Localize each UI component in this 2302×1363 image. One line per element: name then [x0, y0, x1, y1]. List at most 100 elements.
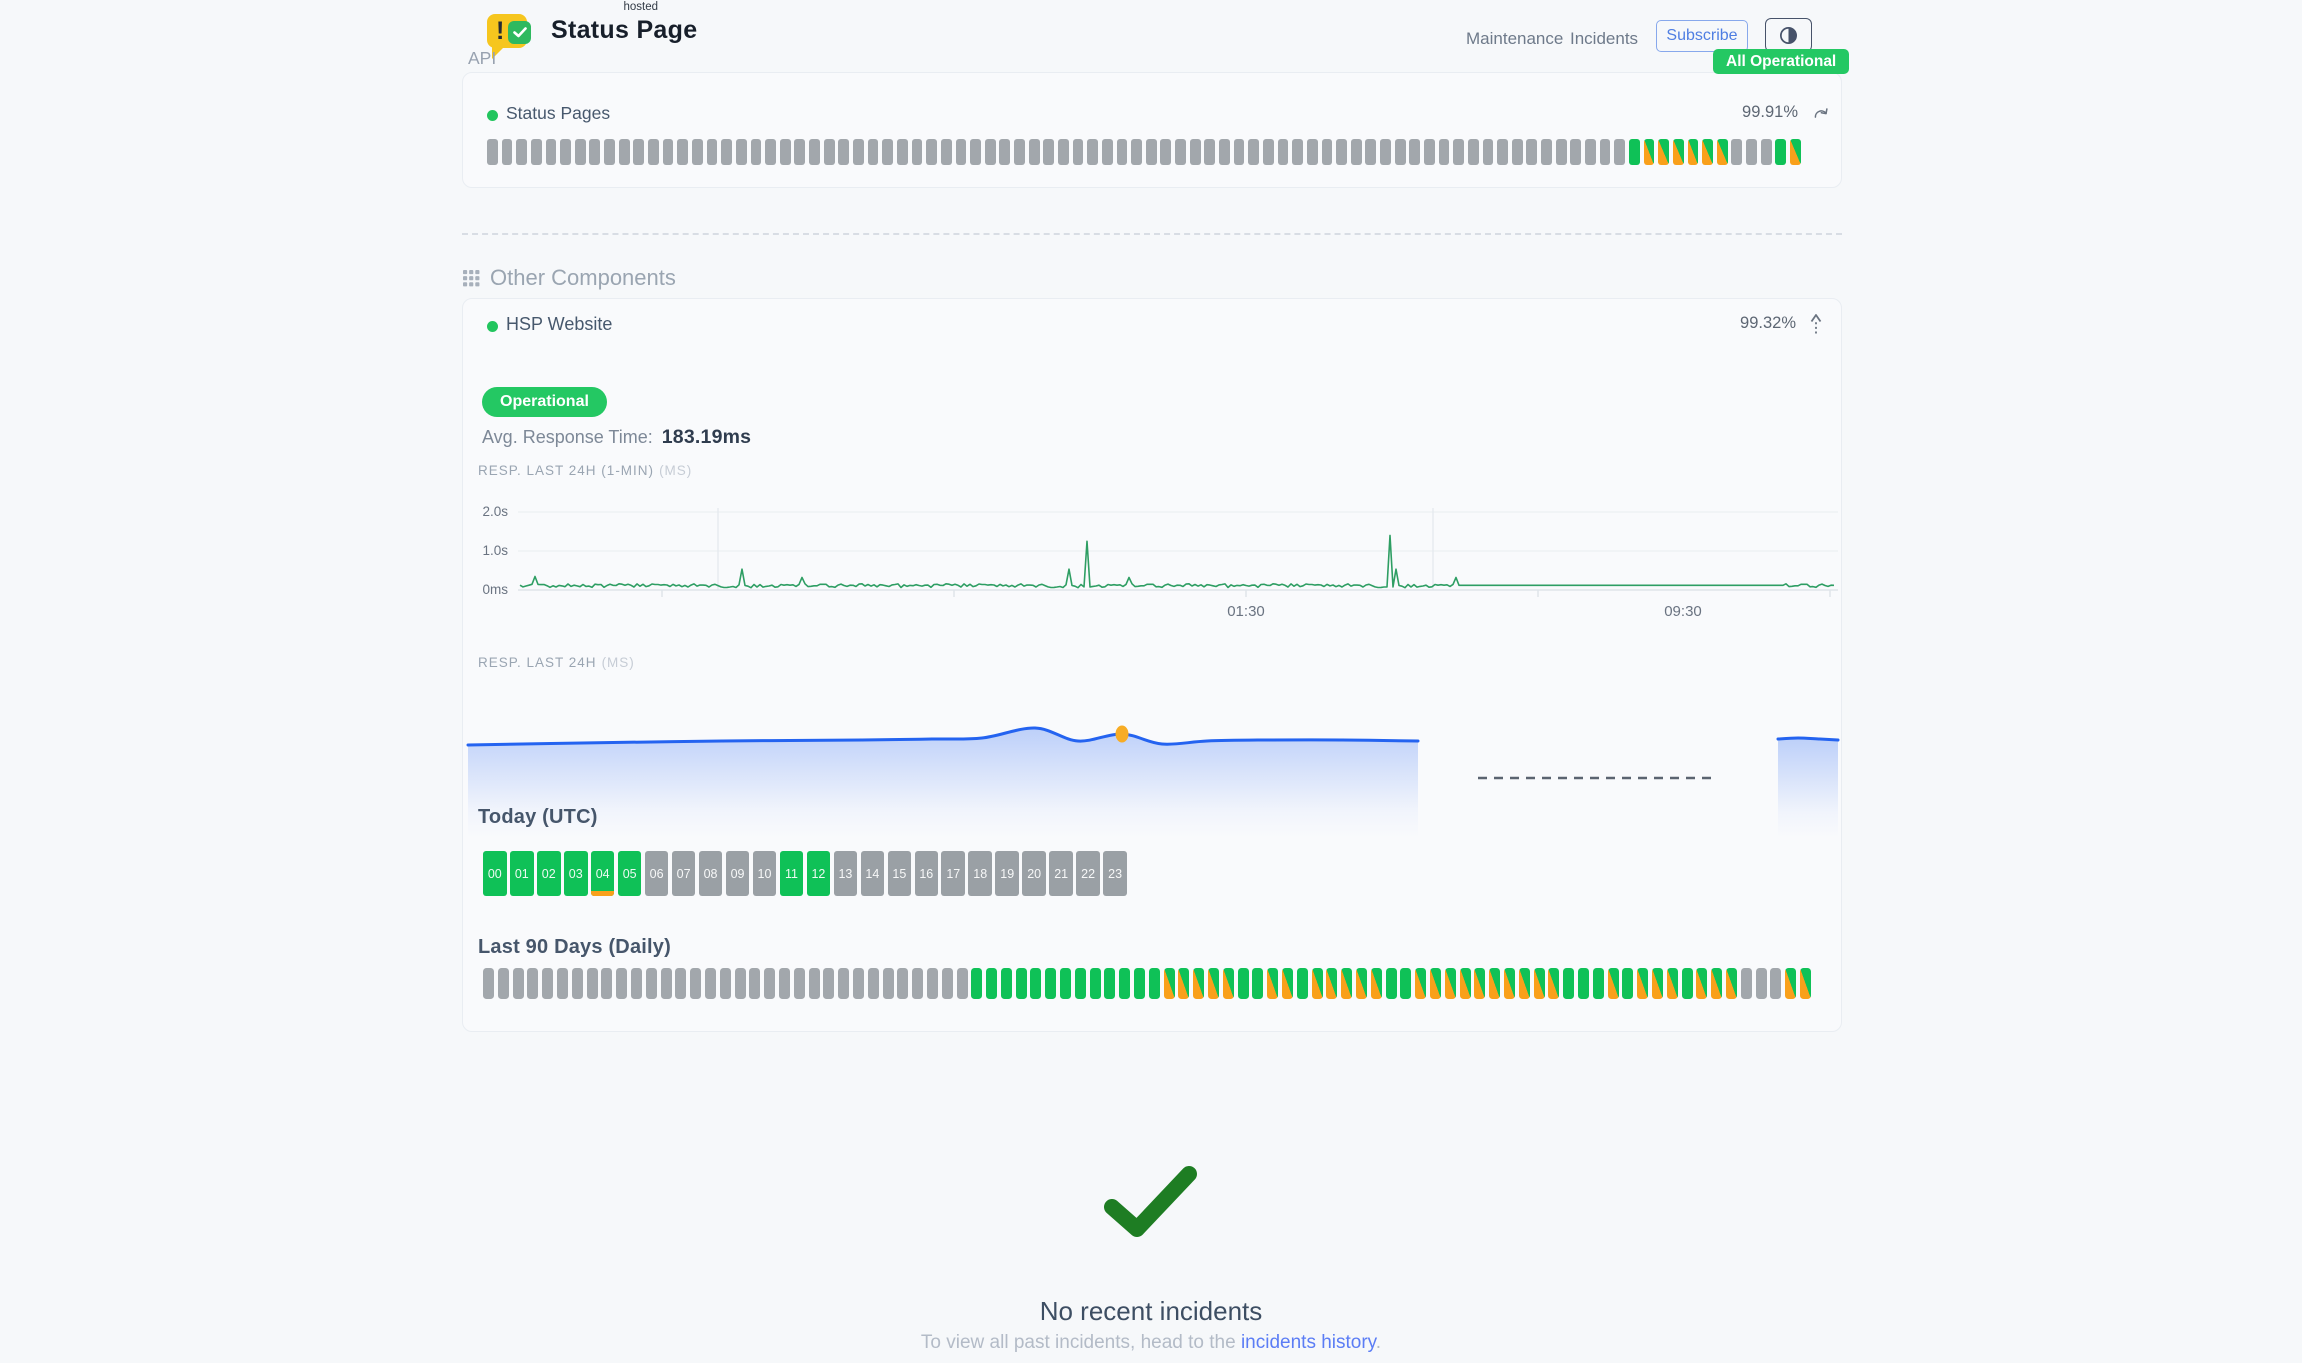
uptime-bar	[808, 968, 820, 999]
brand: !	[487, 8, 539, 60]
resp-24h-label: RESP. LAST 24H (MS)	[478, 655, 635, 670]
brand-name: Status Page	[551, 16, 698, 44]
uptime-bar	[1790, 139, 1801, 165]
uptime-bar	[750, 139, 762, 165]
uptime-bar	[1651, 968, 1663, 999]
hour-cell: 00	[483, 851, 507, 896]
uptime-bar	[1681, 968, 1693, 999]
uptime-bar	[1622, 968, 1634, 999]
uptime-bar	[1666, 968, 1678, 999]
uptime-bar	[765, 139, 776, 165]
uptime-bar	[645, 968, 657, 999]
uptime-bar	[956, 968, 968, 999]
hour-cell: 06	[644, 851, 669, 896]
response-time-line-chart	[518, 508, 1838, 597]
uptime-bar	[586, 968, 598, 999]
grid-icon	[463, 269, 480, 287]
hour-cell: 17	[941, 851, 966, 896]
nav-link-incidents[interactable]: Incidents	[1570, 29, 1639, 48]
no-incidents-title: No recent incidents	[1039, 1296, 1263, 1326]
uptime-bar	[986, 968, 998, 999]
uptime-bar	[1755, 968, 1767, 999]
uptime-bar	[1072, 139, 1084, 165]
uptime-bar	[823, 139, 835, 165]
uptime-bar	[1350, 139, 1362, 165]
uptime-bar	[1400, 968, 1412, 999]
today-title: Today (UTC)	[478, 806, 598, 828]
uptime-bar	[1770, 968, 1782, 999]
uptime-bar	[897, 968, 909, 999]
other-components-header: Other Components	[463, 265, 676, 291]
incidents-history-link[interactable]: incidents history	[1240, 1332, 1376, 1353]
status-dot	[487, 321, 498, 332]
uptime-bar	[721, 139, 733, 165]
resp-24h-text: RESP. LAST 24H	[478, 655, 597, 670]
y-axis-label-0ms: 0ms	[482, 582, 508, 597]
uptime-bar	[1585, 139, 1596, 165]
theme-toggle-button[interactable]	[1765, 18, 1812, 52]
uptime-bar	[1711, 968, 1723, 999]
resp-24h-1min-unit: (MS)	[659, 463, 693, 478]
uptime-bar	[1459, 968, 1471, 999]
hour-cell: 10	[752, 851, 777, 896]
avg-response-label: Avg. Response Time:	[482, 427, 653, 447]
uptime-bar	[853, 139, 864, 165]
uptime-bar	[852, 968, 864, 999]
uptime-bar	[1365, 139, 1377, 165]
uptime-bar	[1252, 968, 1264, 999]
uptime-bar	[1511, 139, 1523, 165]
uptime-bar	[516, 139, 528, 165]
today-hour-cells: 00 01 02 03 04 05 06 07 08 09 10 11 12 13 14 15 16 17 18 19…	[483, 851, 1127, 896]
uptime-bar	[779, 139, 791, 165]
uptime-bar	[1043, 139, 1055, 165]
subtitle-suffix: .	[1375, 1332, 1382, 1353]
uptime-bar	[1599, 139, 1611, 165]
response-time-area-chart	[466, 725, 1840, 838]
uptime-bar	[1548, 968, 1560, 999]
uptime-bar	[1380, 139, 1391, 165]
uptime-bar	[560, 139, 571, 165]
uptime-bar	[704, 968, 716, 999]
uptime-bar	[1424, 139, 1435, 165]
uptime-bar	[1015, 968, 1027, 999]
uptime-bar	[530, 139, 542, 165]
hour-cell: 19	[995, 851, 1019, 896]
uptime-bar	[1116, 139, 1128, 165]
uptime-bar	[1394, 139, 1406, 165]
uptime-bar	[1028, 139, 1040, 165]
brand-superscript: hosted	[623, 1, 658, 13]
uptime-percentage: 99.32%	[1740, 314, 1796, 332]
last90-title: Last 90 Days (Daily)	[478, 936, 671, 958]
uptime-bar	[1131, 139, 1142, 165]
uptime-bar	[1453, 139, 1465, 165]
hour-cell: 03	[563, 851, 588, 896]
uptime-bar	[1311, 968, 1323, 999]
uptime-bar	[734, 968, 746, 999]
avg-response-row: Avg. Response Time: 183.19ms	[482, 426, 751, 449]
refresh-icon[interactable]	[1812, 106, 1829, 123]
uptime-bar	[926, 139, 938, 165]
subscribe-button[interactable]: Subscribe	[1656, 20, 1748, 52]
uptime-percentage: 99.91%	[1742, 103, 1798, 121]
uptime-bar	[556, 968, 568, 999]
uptime-bar	[675, 968, 687, 999]
hour-cell: 18	[968, 851, 993, 896]
uptime-bar	[1570, 139, 1582, 165]
uptime-bar	[1746, 139, 1757, 165]
uptime-bar	[1189, 139, 1201, 165]
component-name: HSP Website	[506, 314, 613, 334]
uptime-bar	[1222, 968, 1234, 999]
hour-cell: 16	[914, 851, 939, 896]
nav-link-maintenance[interactable]: Maintenance	[1466, 29, 1564, 48]
hour-cell: 14	[860, 851, 885, 896]
uptime-bar	[660, 968, 672, 999]
uptime-bar	[1074, 968, 1086, 999]
uptime-bar	[1467, 139, 1479, 165]
uptime-bar	[912, 968, 924, 999]
uptime-bar	[1193, 968, 1205, 999]
uptime-bar	[1696, 968, 1708, 999]
hour-cell: 09	[725, 851, 750, 896]
uptime-bar	[1163, 968, 1175, 999]
uptime-bar	[662, 139, 674, 165]
uptime-bar	[1438, 139, 1450, 165]
